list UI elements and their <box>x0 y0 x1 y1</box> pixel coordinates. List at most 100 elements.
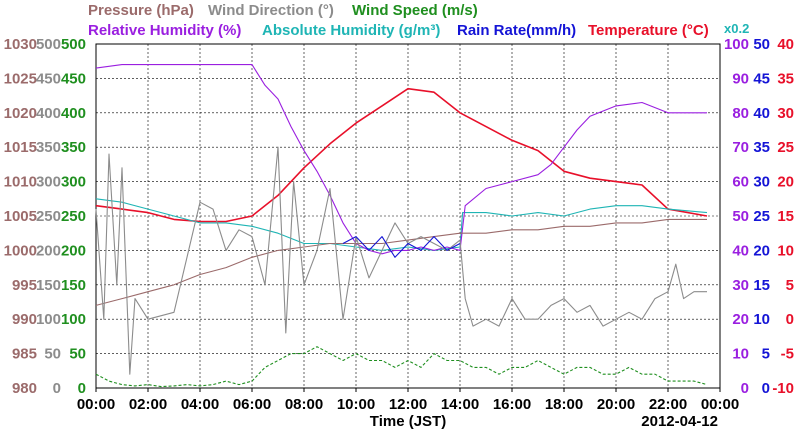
legend-pressure: Pressure (hPa) <box>88 2 194 19</box>
y-tick-label-temperature: -5 <box>781 346 794 363</box>
x-tick-label: 00:00 <box>701 396 739 413</box>
series-wind-direction <box>95 146 707 375</box>
y-tick-label-wind-speed: 400 <box>61 105 86 122</box>
y-tick-label-humidity: 60 <box>732 174 749 191</box>
x-axis: 00:00 02:00 04:00 06:00 08:00 10:00 12:00 14:00… <box>77 388 739 413</box>
y-tick-label-wind-speed: 100 <box>61 311 86 328</box>
y-tick-label-wind-direction: 450 <box>36 70 61 87</box>
y-tick-label-rain-rate: 45 <box>753 70 770 87</box>
y-tick-label-humidity: 70 <box>732 139 749 156</box>
y-tick-label-wind-direction: 100 <box>36 311 61 328</box>
series-wind-speed-m-s <box>95 346 708 388</box>
y-tick-label-wind-direction: 300 <box>36 174 61 191</box>
y-tick-label-temperature: 15 <box>777 208 794 225</box>
y-tick-label-wind-speed: 250 <box>61 208 86 225</box>
y-tick-label-wind-direction: 400 <box>36 105 61 122</box>
y-tick-label-pressure: 1030 <box>4 36 37 53</box>
y-tick-label-temperature: 20 <box>777 174 794 191</box>
legend-relative-humidity: Relative Humidity (%) <box>88 22 241 39</box>
y-tick-label-humidity: 40 <box>732 242 749 259</box>
legend-wind-speed: Wind Speed (m/s) <box>352 2 478 19</box>
y-tick-label-rain-rate: 50 <box>753 36 770 53</box>
y-tick-label-pressure: 1015 <box>4 139 37 156</box>
y-tick-label-rain-rate: 15 <box>753 277 770 294</box>
y-tick-label-rain-rate: 40 <box>753 105 770 122</box>
y-tick-label-humidity: 80 <box>732 105 749 122</box>
y-tick-label-rain-rate: 35 <box>753 139 770 156</box>
y-tick-label-rain-rate: 5 <box>762 346 770 363</box>
y-tick-label-pressure: 1025 <box>4 70 37 87</box>
y-tick-label-temperature: 0 <box>786 311 794 328</box>
x-tick-label: 12:00 <box>389 396 427 413</box>
legend: Pressure (hPa) Wind Direction (°) Wind S… <box>88 2 749 39</box>
x-tick-label: 06:00 <box>233 396 271 413</box>
y-tick-label-humidity: 10 <box>732 346 749 363</box>
legend-rain-rate: Rain Rate(mm/h) <box>457 22 576 39</box>
y-tick-label-wind-direction: 150 <box>36 277 61 294</box>
y-tick-label-wind-direction: 250 <box>36 208 61 225</box>
y-tick-label-humidity: 90 <box>732 70 749 87</box>
series-layer <box>95 64 708 388</box>
y-tick-label-wind-speed: 50 <box>69 346 86 363</box>
x-tick-label: 16:00 <box>493 396 531 413</box>
y-tick-label-pressure: 985 <box>12 346 37 363</box>
y-tick-label-rain-rate: 0 <box>762 380 770 397</box>
x-tick-label: 00:00 <box>77 396 115 413</box>
legend-wind-direction: Wind Direction (°) <box>208 2 334 19</box>
grid <box>96 44 720 388</box>
y-tick-label-wind-speed: 0 <box>78 380 86 397</box>
y-tick-label-humidity: 100 <box>724 36 749 53</box>
series-absolute-humidity <box>95 198 708 251</box>
legend-temperature: Temperature (°C) <box>588 22 709 39</box>
y-tick-label-pressure: 990 <box>12 311 37 328</box>
y-tick-label-wind-speed: 450 <box>61 70 86 87</box>
y-tick-label-temperature: 35 <box>777 70 794 87</box>
y-tick-label-humidity: 30 <box>732 277 749 294</box>
y-tick-label-wind-speed: 200 <box>61 242 86 259</box>
series-rain-rate-mm-h <box>342 236 461 258</box>
y-tick-label-wind-direction: 350 <box>36 139 61 156</box>
y-tick-label-humidity: 50 <box>732 208 749 225</box>
x-tick-label: 22:00 <box>649 396 687 413</box>
y-tick-label-pressure: 1000 <box>4 242 37 259</box>
legend-absolute-humidity: Absolute Humidity (g/m³) <box>262 22 440 39</box>
y-tick-label-temperature: 30 <box>777 105 794 122</box>
y-tick-label-pressure: 1005 <box>4 208 37 225</box>
y-tick-label-temperature: 25 <box>777 139 794 156</box>
series-pressure-hpa <box>95 218 707 306</box>
y-tick-label-humidity: 0 <box>741 380 749 397</box>
chart-date: 2012-04-12 <box>641 413 718 430</box>
y-tick-label-rain-rate: 30 <box>753 174 770 191</box>
y-tick-label-wind-speed: 150 <box>61 277 86 294</box>
y-tick-label-wind-speed: 300 <box>61 174 86 191</box>
y-tick-label-wind-speed: 500 <box>61 36 86 53</box>
y-tick-label-temperature: 5 <box>786 277 794 294</box>
x-tick-label: 10:00 <box>337 396 375 413</box>
x-tick-label: 18:00 <box>545 396 583 413</box>
y-tick-label-temperature: 10 <box>777 242 794 259</box>
y-tick-label-pressure: 980 <box>12 380 37 397</box>
y-tick-label-wind-direction: 200 <box>36 242 61 259</box>
y-tick-label-pressure: 1020 <box>4 105 37 122</box>
x-tick-label: 04:00 <box>181 396 219 413</box>
y-tick-label-temperature: 40 <box>777 36 794 53</box>
x-axis-title: Time (JST) <box>370 413 446 430</box>
rain-rate-scale-note: x0.2 <box>724 21 749 36</box>
y-tick-label-rain-rate: 10 <box>753 311 770 328</box>
y-tick-label-temperature: -10 <box>772 380 794 397</box>
y-tick-label-pressure: 1010 <box>4 174 37 191</box>
y-axes: 1030102510201015101010051000995990985980… <box>4 36 794 397</box>
series-relative-humidity <box>95 64 707 255</box>
y-tick-label-humidity: 20 <box>732 311 749 328</box>
y-tick-label-wind-direction: 500 <box>36 36 61 53</box>
x-tick-label: 02:00 <box>129 396 167 413</box>
x-tick-label: 20:00 <box>597 396 635 413</box>
y-tick-label-pressure: 995 <box>12 277 37 294</box>
y-tick-label-rain-rate: 25 <box>753 208 770 225</box>
x-tick-label: 08:00 <box>285 396 323 413</box>
x-tick-label: 14:00 <box>441 396 479 413</box>
y-tick-label-rain-rate: 20 <box>753 242 770 259</box>
y-tick-label-wind-direction: 0 <box>53 380 61 397</box>
y-tick-label-wind-speed: 350 <box>61 139 86 156</box>
